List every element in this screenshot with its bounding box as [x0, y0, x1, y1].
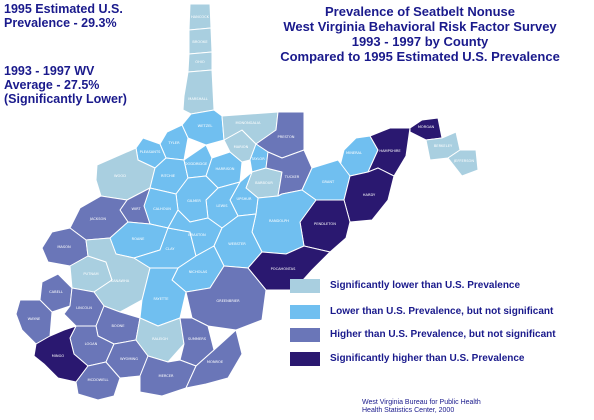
county-marshall [182, 69, 215, 115]
county-label-raleigh: RALEIGH [152, 337, 168, 341]
county-label-cabell: CABELL [49, 290, 63, 294]
credit-line-1: West Virginia Bureau for Public Health [362, 399, 481, 406]
county-morgan [409, 117, 443, 141]
county-label-jefferson: JEFFERSON [453, 159, 474, 163]
wv-average-line-1: 1993 - 1997 WV [4, 64, 95, 78]
county-label-berkeley: BERKELEY [434, 144, 453, 148]
county-label-monongalia: MONONGALIA [236, 121, 261, 125]
county-label-wayne: WAYNE [28, 317, 41, 321]
county-label-gilmer: GILMER [187, 199, 201, 203]
county-label-pendleton: PENDLETON [314, 222, 336, 226]
county-label-clay: CLAY [166, 247, 176, 251]
county-label-putnam: PUTNAM [83, 272, 98, 276]
wv-average-line-3: (Significantly Lower) [4, 92, 127, 106]
county-label-ritchie: RITCHIE [161, 174, 176, 178]
county-label-mason: MASON [57, 245, 71, 249]
county-label-jackson: JACKSON [89, 217, 106, 221]
county-label-wetzel: WETZEL [198, 124, 213, 128]
county-label-hancock: HANCOCK [191, 15, 210, 19]
county-label-tyler: TYLER [167, 141, 180, 145]
county-monroe [185, 329, 243, 389]
legend-label-lower: Lower than U.S. Prevalence, but not sign… [330, 306, 554, 317]
county-label-summers: SUMMERS [188, 337, 207, 341]
title-line-3: 1993 - 1997 by County [351, 34, 489, 49]
county-label-mineral: MINERAL [346, 151, 362, 155]
county-label-marion: MARION [234, 145, 249, 149]
title-line-1: Prevalence of Seatbelt Nonuse [324, 4, 515, 19]
us-prevalence-note: 1995 Estimated U.S. Prevalence - 29.3% [4, 2, 123, 30]
county-label-monroe: MONROE [207, 360, 224, 364]
county-label-randolph: RANDOLPH [269, 219, 289, 223]
county-label-fayette: FAYETTE [154, 297, 170, 301]
county-label-lincoln: LINCOLN [76, 306, 92, 310]
county-label-logan: LOGAN [85, 342, 98, 346]
county-label-wyoming: WYOMING [120, 357, 138, 361]
legend-swatch-lower [290, 305, 320, 319]
county-label-wood: WOOD [114, 174, 126, 178]
county-label-roane: ROANE [132, 237, 145, 241]
us-prevalence-line-2: Prevalence - 29.3% [4, 16, 117, 30]
county-hardy [343, 167, 395, 223]
county-label-mingo: MINGO [52, 354, 65, 358]
county-label-braxton: BRAXTON [188, 233, 206, 237]
legend-label-higher: Higher than U.S. Prevalence, but not sig… [330, 329, 556, 340]
county-label-brooke: BROOKE [192, 40, 208, 44]
us-prevalence-line-1: 1995 Estimated U.S. [4, 2, 123, 16]
county-label-barbour: BARBOUR [255, 181, 273, 185]
legend-swatch-sig-higher [290, 352, 320, 366]
county-label-upshur: UPSHUR [237, 197, 252, 201]
legend-swatch-higher [290, 328, 320, 342]
county-label-wirt: WIRT [131, 207, 141, 211]
county-jefferson [447, 149, 479, 177]
county-label-doddridge: DODDRIDGE [185, 162, 208, 166]
county-label-kanawha: KANAWHA [111, 279, 130, 283]
county-label-hardy: HARDY [363, 193, 376, 197]
county-label-boone: BOONE [111, 324, 125, 328]
legend-label-sig-higher: Significantly higher than U.S. Prevalenc… [330, 353, 525, 364]
source-credit: West Virginia Bureau for Public Health H… [362, 399, 481, 415]
legend-swatch-sig-lower [290, 279, 320, 293]
county-label-preston: PRESTON [278, 135, 295, 139]
county-label-grant: GRANT [322, 180, 335, 184]
legend-label-sig-lower: Significantly lower than U.S. Prevalence [330, 280, 521, 291]
county-label-pleasants: PLEASANTS [140, 150, 162, 154]
wv-average-note: 1993 - 1997 WV Average - 27.5% (Signific… [4, 64, 127, 106]
county-label-mcdowell: MCDOWELL [87, 378, 108, 382]
title-line-2: West Virginia Behavioral Risk Factor Sur… [283, 19, 557, 34]
county-label-ohio: OHIO [195, 60, 205, 64]
county-label-webster: WEBSTER [228, 242, 246, 246]
county-label-hampshire: HAMPSHIRE [379, 149, 401, 153]
title-line-4: Compared to 1995 Estimated U.S. Prevalen… [280, 49, 560, 64]
county-label-calhoun: CALHOUN [153, 207, 171, 211]
county-label-morgan: MORGAN [418, 125, 435, 129]
wv-average-line-2: Average - 27.5% [4, 78, 100, 92]
credit-line-2: Health Statistics Center, 2000 [362, 407, 455, 414]
county-label-harrison: HARRISON [215, 167, 234, 171]
county-label-nicholas: NICHOLAS [189, 270, 208, 274]
county-label-mercer: MERCER [159, 374, 174, 378]
county-label-greenbrier: GREENBRIER [216, 299, 240, 303]
county-mingo [33, 325, 89, 383]
county-label-marshall: MARSHALL [188, 97, 208, 101]
county-label-taylor: TAYLOR [250, 157, 265, 161]
county-label-tucker: TUCKER [284, 175, 300, 179]
county-label-pocahontas: POCAHONTAS [271, 267, 297, 271]
county-label-lewis: LEWIS [216, 204, 228, 208]
